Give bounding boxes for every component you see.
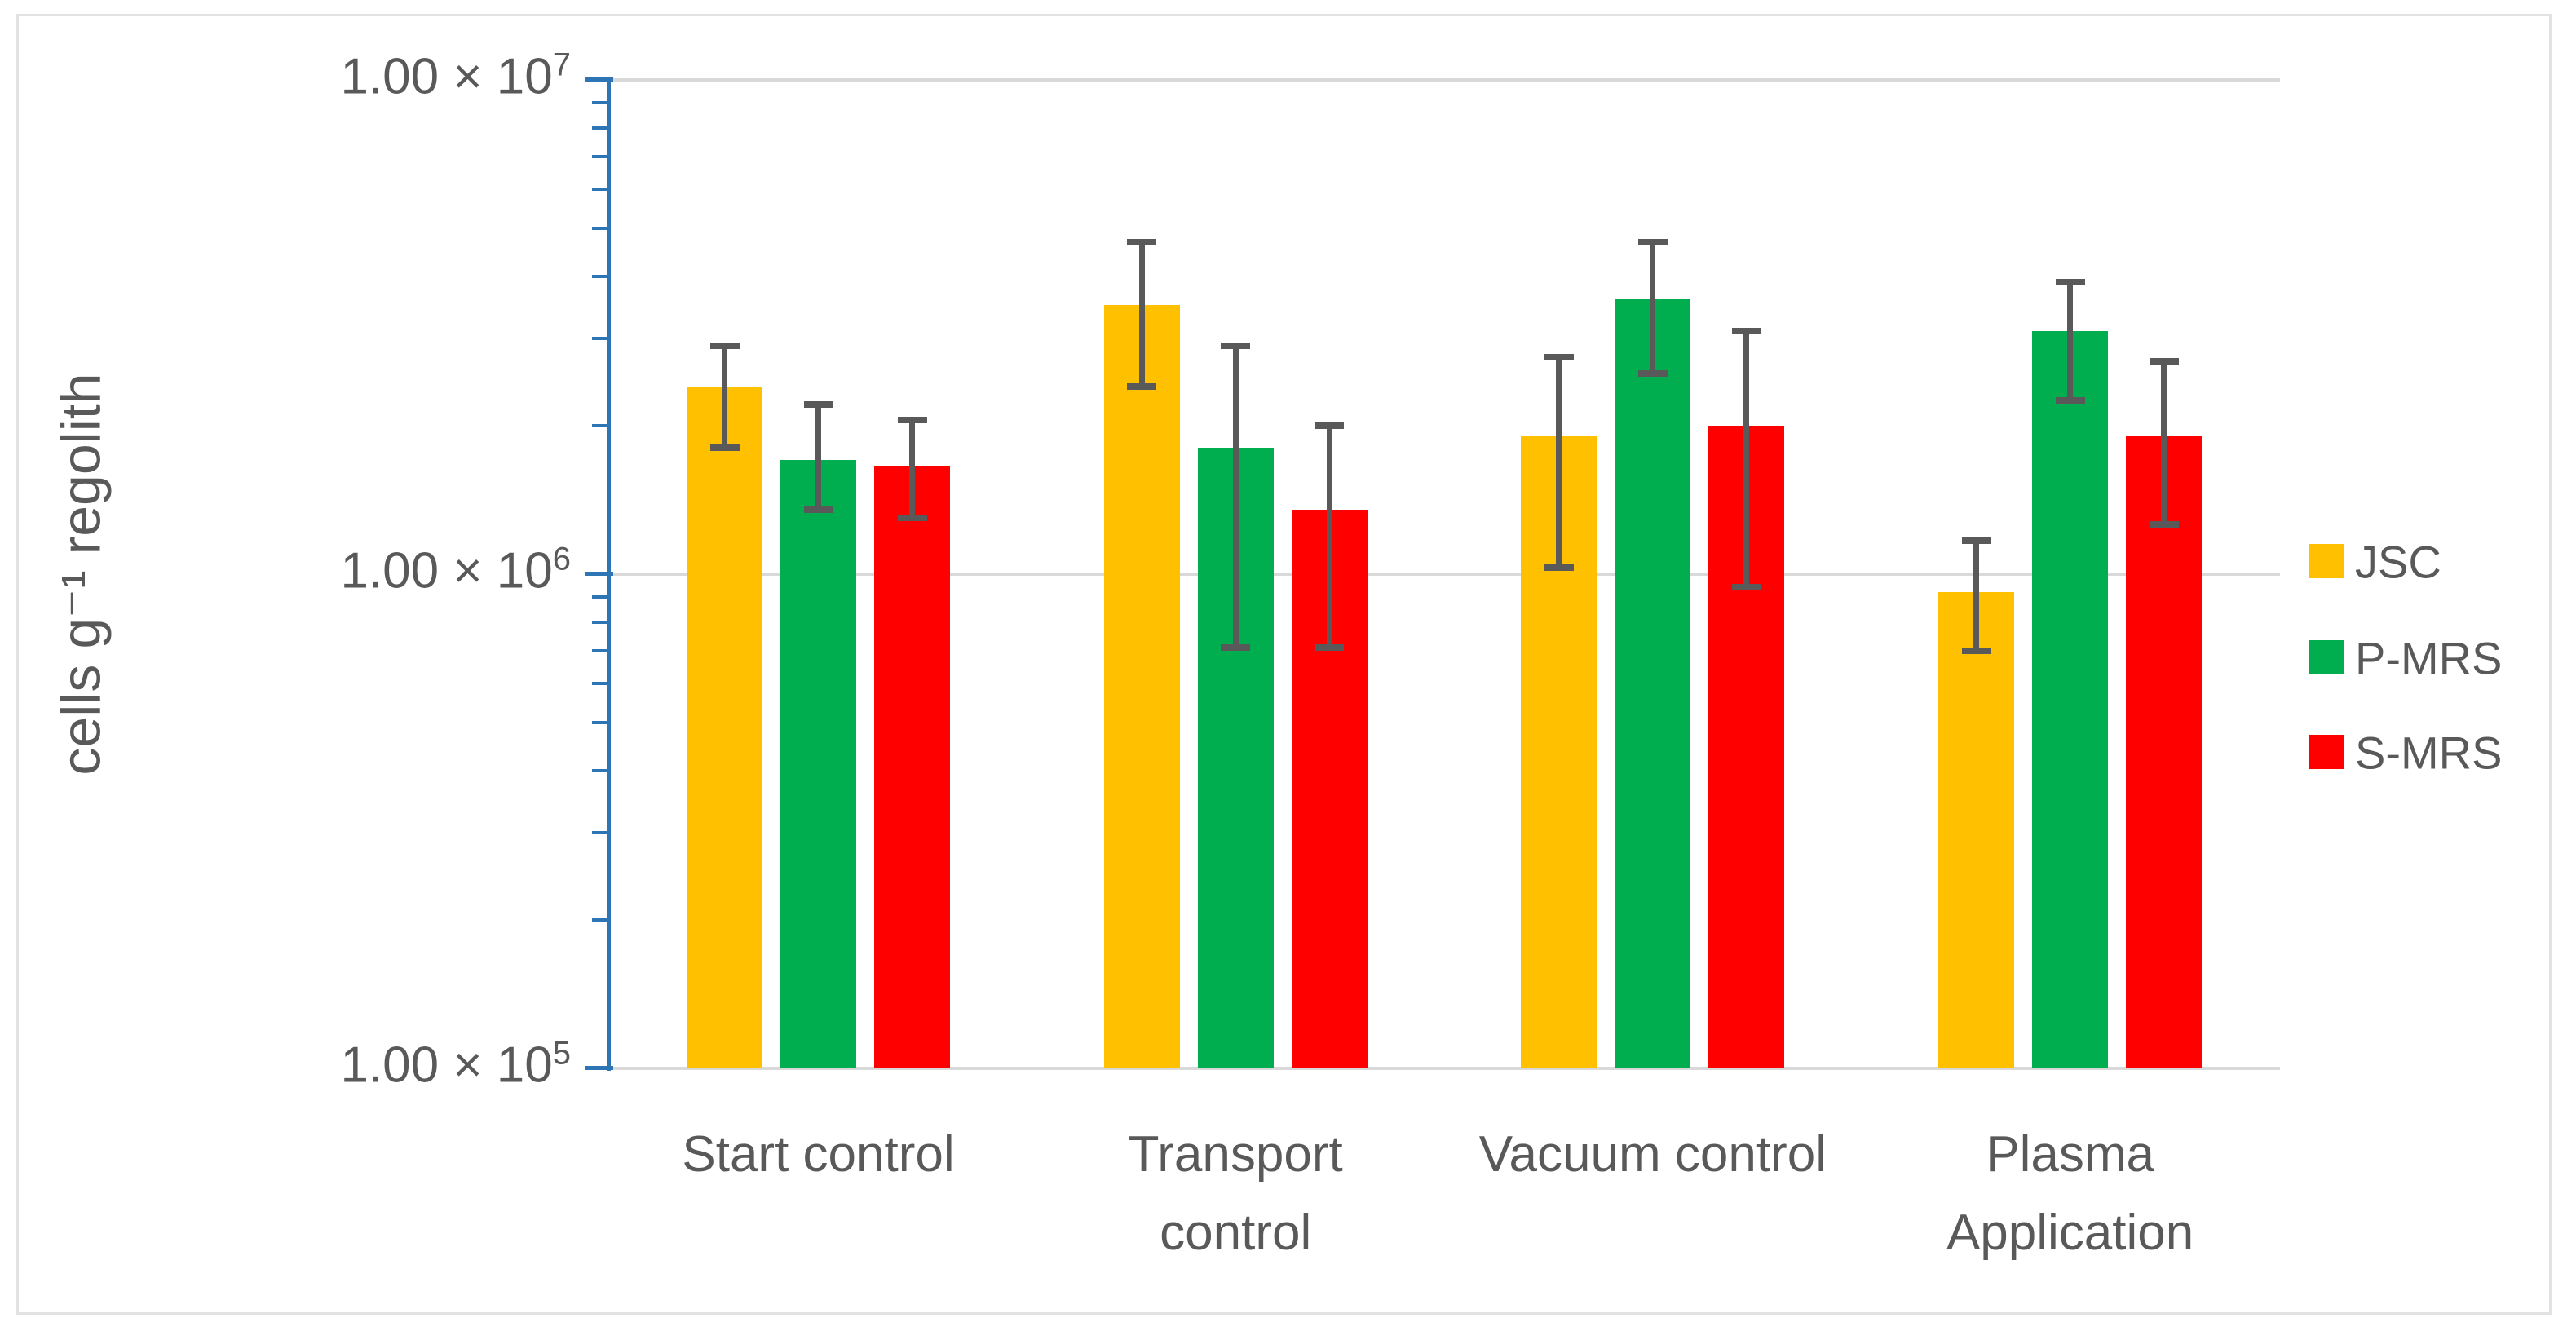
error-bar-cap-top xyxy=(1961,537,1991,544)
error-bar-line xyxy=(2067,281,2074,400)
error-bar-cap-top xyxy=(709,342,740,349)
error-bar-line xyxy=(1973,540,1980,651)
error-bar-line xyxy=(1138,241,1145,387)
bar-s-mrs-0 xyxy=(874,466,950,1068)
error-bar-cap-top xyxy=(1315,422,1345,429)
error-bar-cap-top xyxy=(803,401,833,409)
y-tick-label: 1.00 × 107 xyxy=(340,46,571,105)
y-axis-minor-tick xyxy=(592,682,608,686)
error-bar-cap-bottom xyxy=(1961,647,1991,654)
error-bar-cap-bottom xyxy=(1221,644,1251,652)
bar-p-mrs-0 xyxy=(780,460,856,1068)
error-bar-line xyxy=(2161,360,2167,525)
legend-label: JSC xyxy=(2355,536,2441,588)
y-axis-minor-tick xyxy=(592,620,608,624)
y-axis-minor-tick xyxy=(592,126,608,130)
bar-jsc-0 xyxy=(687,386,762,1068)
y-axis-minor-tick xyxy=(592,917,608,922)
x-category-label: Vacuum control xyxy=(1478,1126,1827,1183)
y-axis-minor-tick xyxy=(592,595,608,599)
y-axis-major-tick xyxy=(585,572,613,576)
x-category-label: Plasma xyxy=(1986,1126,2154,1183)
legend-item-s-mrs: S-MRS xyxy=(2309,727,2576,779)
error-bar-cap-bottom xyxy=(2055,396,2085,404)
error-bar-cap-top xyxy=(1637,238,1668,245)
error-bar-line xyxy=(1556,356,1562,568)
error-bar-line xyxy=(722,345,727,449)
gridline xyxy=(608,78,2280,82)
error-bar-cap-bottom xyxy=(1315,644,1345,652)
gridline xyxy=(608,573,2280,576)
error-bar-cap-top xyxy=(1544,353,1574,360)
y-axis-minor-tick xyxy=(592,721,608,725)
error-bar-line xyxy=(909,420,915,518)
legend-label: S-MRS xyxy=(2355,727,2503,779)
error-bar-cap-top xyxy=(2055,278,2085,285)
y-axis-minor-tick xyxy=(592,336,608,340)
y-tick-exponent: 6 xyxy=(552,541,571,577)
bar-s-mrs-3 xyxy=(2126,436,2203,1068)
y-axis-minor-tick xyxy=(592,648,608,652)
x-category-label: control xyxy=(1160,1205,1312,1261)
error-bar-cap-bottom xyxy=(709,444,740,452)
x-category-label: Start control xyxy=(682,1126,955,1183)
y-tick-exponent: 7 xyxy=(552,46,571,83)
error-bar-line xyxy=(1232,345,1239,648)
y-axis-minor-tick xyxy=(592,275,608,279)
error-bar-cap-top xyxy=(1221,342,1251,349)
error-bar-cap-top xyxy=(897,417,927,424)
y-axis-minor-tick xyxy=(592,830,608,834)
x-category-label: Application xyxy=(1946,1205,2194,1261)
y-axis-minor-tick xyxy=(592,227,608,231)
error-bar-line xyxy=(815,405,821,510)
bar-jsc-1 xyxy=(1103,305,1180,1068)
y-tick-label: 1.00 × 105 xyxy=(340,1035,571,1094)
error-bar-cap-bottom xyxy=(1637,369,1668,377)
legend-label: P-MRS xyxy=(2355,632,2503,684)
error-bar-cap-bottom xyxy=(803,506,833,514)
error-bar-cap-bottom xyxy=(1544,564,1574,572)
error-bar-cap-bottom xyxy=(897,514,927,521)
bar-jsc-3 xyxy=(1938,591,2015,1068)
y-axis-minor-tick xyxy=(592,100,608,104)
x-category-label: Transport xyxy=(1128,1126,1343,1183)
error-bar-cap-top xyxy=(1127,238,1157,245)
error-bar-line xyxy=(1326,425,1332,648)
y-axis-minor-tick xyxy=(592,423,608,427)
error-bar-cap-bottom xyxy=(1731,584,1761,591)
y-axis-major-tick xyxy=(585,77,613,82)
legend-swatch-p-mrs xyxy=(2309,640,2344,674)
error-bar-cap-top xyxy=(1731,328,1761,335)
y-axis-minor-tick xyxy=(592,769,608,773)
y-tick-label: 1.00 × 106 xyxy=(340,541,571,599)
error-bar-cap-bottom xyxy=(2149,521,2179,528)
error-bar-cap-top xyxy=(2149,357,2179,365)
error-bar-line xyxy=(1743,331,1750,588)
legend-swatch-s-mrs xyxy=(2309,735,2344,769)
legend-swatch-jsc xyxy=(2309,544,2344,578)
gridline xyxy=(608,1067,2280,1070)
bar-p-mrs-2 xyxy=(1615,298,1691,1068)
error-bar-line xyxy=(1650,241,1656,374)
y-tick-exponent: 5 xyxy=(552,1035,571,1072)
legend-item-p-mrs: P-MRS xyxy=(2309,633,2576,684)
bar-p-mrs-3 xyxy=(2032,331,2109,1068)
y-axis-minor-tick xyxy=(592,154,608,158)
error-bar-cap-bottom xyxy=(1127,382,1157,390)
legend-item-jsc: JSC xyxy=(2309,537,2576,588)
y-axis-minor-tick xyxy=(592,188,608,192)
y-axis-major-tick xyxy=(585,1066,613,1070)
